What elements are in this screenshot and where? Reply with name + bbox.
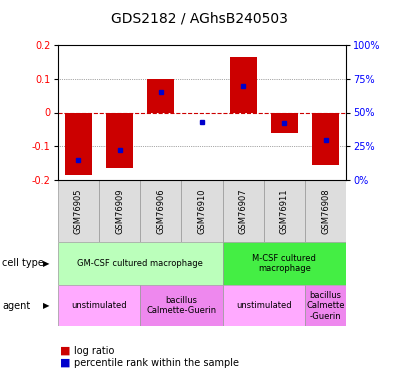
Text: unstimulated: unstimulated — [71, 301, 127, 310]
Bar — [181, 180, 222, 242]
Bar — [264, 180, 305, 242]
Bar — [58, 285, 140, 326]
Bar — [230, 57, 257, 112]
Bar — [140, 285, 222, 326]
Bar — [58, 180, 99, 242]
Text: agent: agent — [2, 301, 30, 310]
Text: GDS2182 / AGhsB240503: GDS2182 / AGhsB240503 — [111, 12, 287, 26]
Text: GSM76906: GSM76906 — [156, 188, 165, 234]
Text: cell type: cell type — [2, 258, 44, 268]
Bar — [271, 112, 298, 133]
Text: unstimulated: unstimulated — [236, 301, 292, 310]
Bar — [106, 112, 133, 168]
Text: M-CSF cultured
macrophage: M-CSF cultured macrophage — [252, 254, 316, 273]
Text: ■: ■ — [60, 358, 70, 368]
Text: GSM76905: GSM76905 — [74, 188, 83, 234]
Bar — [147, 79, 174, 112]
Text: bacillus
Calmette-Guerin: bacillus Calmette-Guerin — [146, 296, 217, 315]
Text: GSM76908: GSM76908 — [321, 188, 330, 234]
Text: GSM76907: GSM76907 — [239, 188, 248, 234]
Bar — [305, 285, 346, 326]
Text: percentile rank within the sample: percentile rank within the sample — [74, 358, 239, 368]
Bar — [222, 285, 305, 326]
Text: bacillus
Calmette
-Guerin: bacillus Calmette -Guerin — [306, 291, 345, 321]
Bar — [222, 180, 264, 242]
Bar — [58, 242, 222, 285]
Bar — [99, 180, 140, 242]
Bar — [312, 112, 339, 165]
Text: GSM76911: GSM76911 — [280, 188, 289, 234]
Text: GSM76909: GSM76909 — [115, 188, 124, 234]
Text: ■: ■ — [60, 346, 70, 355]
Text: GSM76910: GSM76910 — [197, 188, 207, 234]
Text: log ratio: log ratio — [74, 346, 114, 355]
Text: ▶: ▶ — [43, 301, 49, 310]
Bar — [65, 112, 92, 175]
Bar — [305, 180, 346, 242]
Text: GM-CSF cultured macrophage: GM-CSF cultured macrophage — [77, 259, 203, 268]
Bar — [222, 242, 346, 285]
Bar — [140, 180, 181, 242]
Text: ▶: ▶ — [43, 259, 49, 268]
